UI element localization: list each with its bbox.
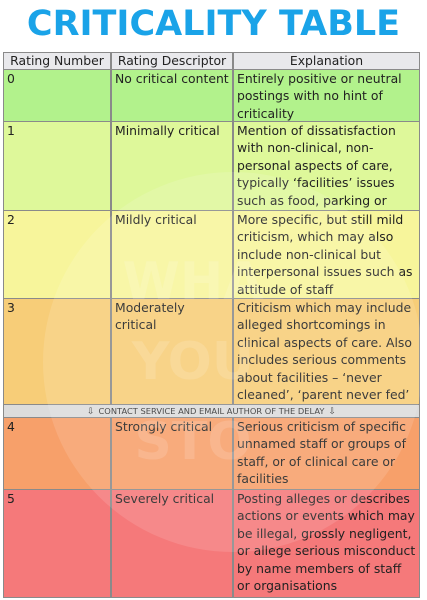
explanation-cell: Serious criticism of specific unnamed st… bbox=[234, 418, 419, 489]
header-explanation: Explanation bbox=[234, 53, 419, 69]
rating-number-cell: 0 bbox=[4, 70, 110, 121]
explanation-cell: Posting alleges or describes actions or … bbox=[234, 490, 419, 597]
explanation-cell: Entirely positive or neutral postings wi… bbox=[234, 70, 419, 121]
header-rating-number: Rating Number bbox=[4, 53, 110, 69]
escalation-banner-text: ⇩ CONTACT SERVICE AND EMAIL AUTHOR OF THE… bbox=[4, 405, 419, 417]
rating-number-cell: 2 bbox=[4, 211, 110, 298]
table-row-rating-1: 1 Minimally critical Mention of dissatis… bbox=[4, 122, 419, 210]
criticality-table: Rating Number Rating Descriptor Explanat… bbox=[3, 52, 423, 598]
table-header-row: Rating Number Rating Descriptor Explanat… bbox=[4, 53, 419, 69]
table-row-rating-0: 0 No critical content Entirely positive … bbox=[4, 70, 419, 121]
rating-descriptor-cell: No critical content bbox=[112, 70, 232, 121]
rating-number-cell: 5 bbox=[4, 490, 110, 597]
rating-number-cell: 3 bbox=[4, 299, 110, 404]
rating-descriptor-cell: Minimally critical bbox=[112, 122, 232, 210]
rating-descriptor-cell: Mildly critical bbox=[112, 211, 232, 298]
rating-descriptor-cell: Severely critical bbox=[112, 490, 232, 597]
explanation-cell: Criticism which may include alleged shor… bbox=[234, 299, 419, 404]
table-row-rating-5: 5 Severely critical Posting alleges or d… bbox=[4, 490, 419, 597]
header-rating-descriptor: Rating Descriptor bbox=[112, 53, 232, 69]
rating-descriptor-cell: Strongly critical bbox=[112, 418, 232, 489]
rating-number-cell: 1 bbox=[4, 122, 110, 210]
banner-label: CONTACT SERVICE AND EMAIL AUTHOR OF THE … bbox=[98, 406, 325, 416]
down-arrow-icon: ⇩ bbox=[86, 407, 95, 417]
explanation-cell: Mention of dissatisfaction with non-clin… bbox=[234, 122, 419, 210]
table-row-rating-4: 4 Strongly critical Serious criticism of… bbox=[4, 418, 419, 489]
rating-descriptor-cell: Moderately critical bbox=[112, 299, 232, 404]
explanation-cell: More specific, but still mild criticism,… bbox=[234, 211, 419, 298]
page-title: CRITICALITY TABLE bbox=[26, 4, 401, 44]
table-row-rating-3: 3 Moderately critical Criticism which ma… bbox=[4, 299, 419, 404]
table-row-rating-2: 2 Mildly critical More specific, but sti… bbox=[4, 211, 419, 298]
escalation-banner: ⇩ CONTACT SERVICE AND EMAIL AUTHOR OF THE… bbox=[4, 405, 419, 417]
down-arrow-icon: ⇩ bbox=[328, 407, 337, 417]
rating-number-cell: 4 bbox=[4, 418, 110, 489]
